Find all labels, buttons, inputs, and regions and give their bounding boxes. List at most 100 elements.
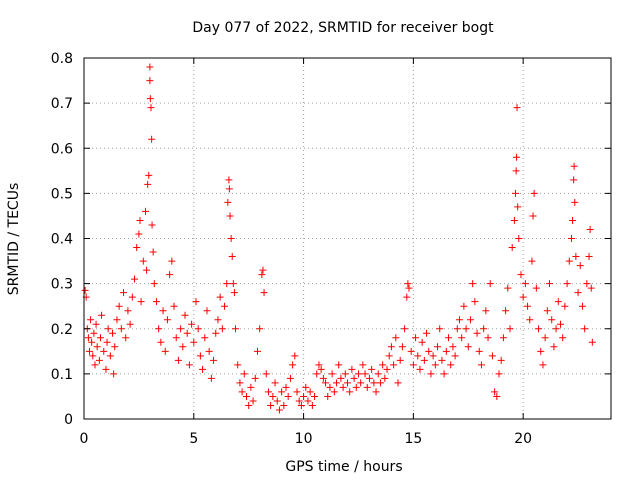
data-point	[286, 374, 294, 382]
data-point	[295, 397, 303, 405]
data-point	[131, 275, 139, 283]
data-point	[414, 352, 422, 360]
data-point	[512, 167, 520, 175]
data-point	[515, 235, 523, 242]
data-point	[128, 293, 136, 301]
data-point	[284, 392, 292, 400]
data-point	[205, 347, 213, 355]
data-point	[87, 316, 95, 324]
y-tick-label: 0.4	[51, 232, 73, 248]
data-point	[245, 401, 253, 409]
data-point	[115, 302, 123, 310]
data-point	[442, 347, 450, 355]
data-point	[429, 352, 437, 360]
data-point	[194, 325, 202, 333]
data-point	[328, 370, 336, 378]
x-tick-label: 0	[80, 431, 89, 447]
data-point	[514, 203, 522, 211]
data-point	[368, 365, 376, 373]
data-point	[567, 235, 575, 242]
data-point	[106, 352, 114, 360]
data-point	[517, 271, 525, 279]
data-point	[412, 334, 420, 342]
x-tick-label: 20	[514, 431, 532, 447]
data-point	[502, 307, 510, 315]
data-point	[554, 298, 562, 306]
data-point	[293, 388, 301, 396]
data-point	[188, 320, 196, 328]
data-point	[537, 347, 545, 355]
data-point	[431, 361, 439, 369]
data-point	[572, 253, 580, 261]
data-point	[585, 253, 593, 261]
data-point	[168, 257, 176, 265]
data-point	[260, 289, 268, 297]
data-point	[581, 325, 589, 333]
data-point	[234, 361, 242, 369]
data-point	[157, 338, 165, 346]
data-point	[546, 280, 554, 288]
data-point	[348, 365, 356, 373]
data-point	[177, 325, 185, 333]
data-point	[96, 334, 104, 342]
data-point	[451, 352, 459, 360]
data-point	[449, 343, 457, 351]
data-point	[322, 379, 330, 387]
data-point	[230, 289, 238, 297]
data-point	[508, 244, 516, 252]
data-point	[491, 388, 499, 396]
data-point	[578, 302, 586, 310]
data-point	[149, 248, 157, 256]
data-points	[81, 63, 596, 414]
data-point	[152, 298, 160, 306]
data-point	[181, 311, 189, 319]
data-point	[425, 347, 433, 355]
data-point	[337, 374, 345, 382]
data-point	[530, 189, 538, 197]
data-point	[409, 361, 417, 369]
data-point	[148, 221, 156, 229]
data-point	[192, 298, 200, 306]
data-point	[550, 343, 558, 351]
data-point	[300, 392, 308, 400]
data-point	[253, 347, 261, 355]
data-point	[282, 383, 290, 391]
data-point	[563, 280, 571, 288]
data-point	[137, 298, 145, 306]
chart-title: Day 077 of 2022, SRMTID for receiver bog…	[192, 20, 494, 36]
data-point	[480, 325, 488, 333]
data-point	[416, 365, 424, 373]
data-point	[111, 343, 119, 351]
data-point	[484, 334, 492, 342]
data-point	[434, 343, 442, 351]
data-point	[228, 253, 236, 261]
y-tick-label: 0.7	[51, 96, 73, 112]
data-point	[104, 325, 112, 333]
data-point	[407, 347, 415, 355]
data-point	[126, 320, 134, 328]
data-point	[535, 325, 543, 333]
data-point	[396, 356, 404, 364]
data-point	[526, 316, 534, 324]
data-point	[532, 284, 540, 292]
data-point	[317, 365, 325, 373]
data-point	[145, 171, 153, 179]
data-point	[499, 334, 507, 342]
y-tick-label: 0.1	[51, 367, 73, 383]
data-point	[460, 302, 468, 310]
data-point	[418, 338, 426, 346]
data-point	[102, 365, 110, 373]
data-point	[488, 352, 496, 360]
data-point	[466, 316, 474, 324]
data-point	[306, 388, 314, 396]
data-point	[146, 63, 154, 71]
data-point	[570, 176, 578, 184]
data-point	[161, 347, 169, 355]
data-point	[110, 370, 118, 378]
data-point	[374, 370, 382, 378]
data-point	[543, 307, 551, 315]
data-point	[330, 388, 338, 396]
data-point	[333, 379, 341, 387]
data-point	[385, 352, 393, 360]
data-point	[136, 216, 144, 224]
